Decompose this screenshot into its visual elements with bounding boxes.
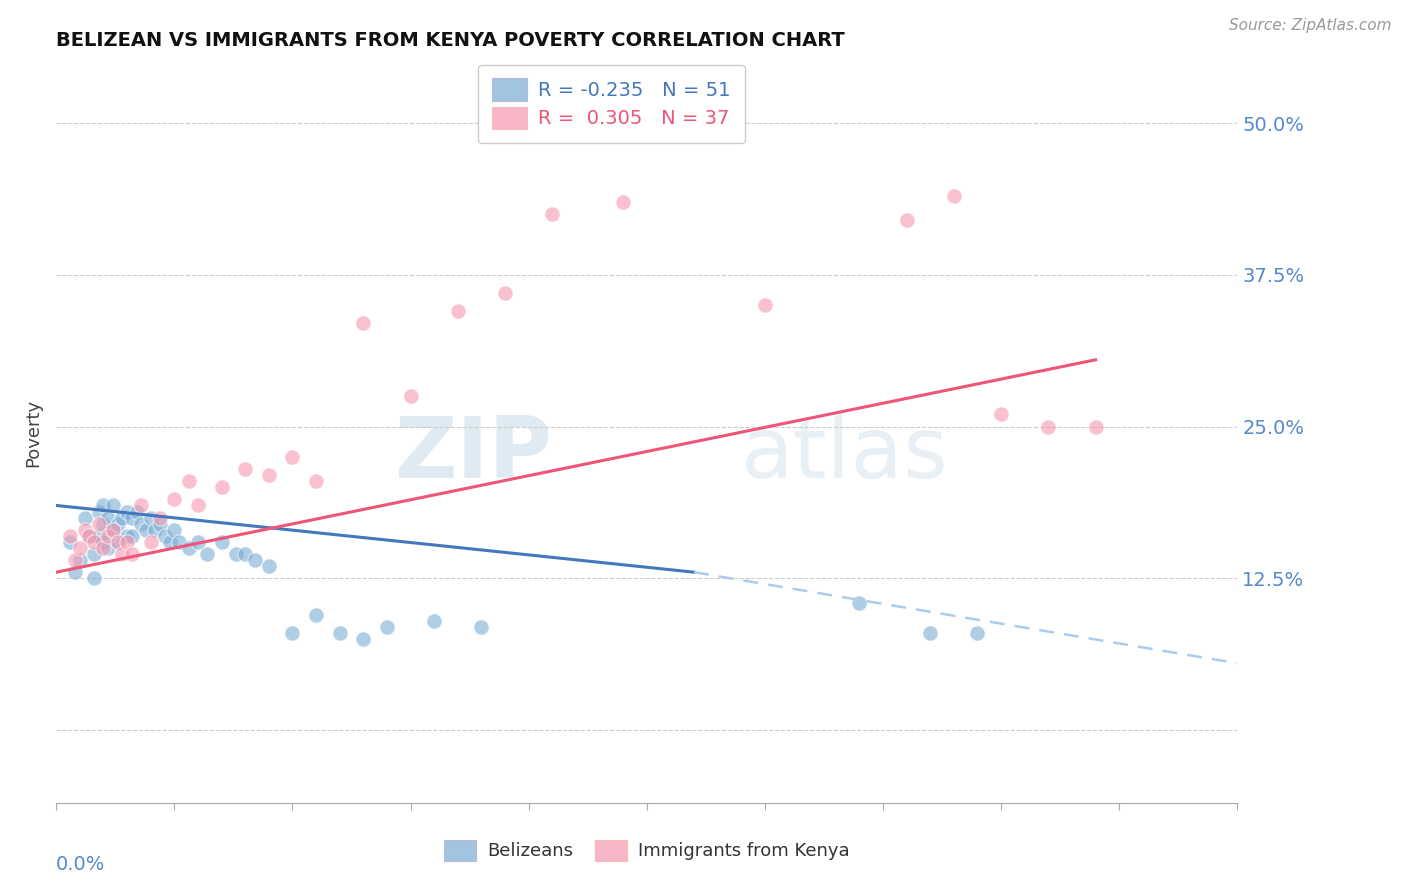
Point xyxy=(612,194,634,209)
Point xyxy=(896,213,918,227)
Point xyxy=(83,571,105,585)
Point xyxy=(848,595,870,609)
Point xyxy=(115,504,138,518)
Point xyxy=(243,553,266,567)
Point xyxy=(107,534,129,549)
Point xyxy=(211,534,233,549)
Point xyxy=(1038,419,1060,434)
Point xyxy=(447,304,470,318)
Point xyxy=(129,516,152,531)
Point xyxy=(754,298,776,312)
Point xyxy=(125,504,148,518)
Point xyxy=(305,474,328,488)
Point xyxy=(281,626,304,640)
Point xyxy=(920,626,942,640)
Point xyxy=(101,523,124,537)
Point xyxy=(149,510,172,524)
Point xyxy=(305,607,328,622)
Point xyxy=(233,462,256,476)
Point xyxy=(115,529,138,543)
Point xyxy=(225,547,247,561)
Point xyxy=(177,541,200,555)
Y-axis label: Poverty: Poverty xyxy=(24,399,42,467)
Point xyxy=(281,450,304,464)
Point xyxy=(79,529,101,543)
Point xyxy=(329,626,352,640)
Point xyxy=(423,614,446,628)
Point xyxy=(69,541,91,555)
Point xyxy=(59,534,82,549)
Text: atlas: atlas xyxy=(741,413,949,496)
Text: 0.0%: 0.0% xyxy=(56,855,105,873)
Point xyxy=(145,523,167,537)
Point xyxy=(257,468,280,483)
Point xyxy=(163,523,186,537)
Point xyxy=(121,510,143,524)
Point xyxy=(139,510,162,524)
Text: ZIP: ZIP xyxy=(395,413,553,496)
Point xyxy=(159,534,181,549)
Point xyxy=(83,534,105,549)
Point xyxy=(63,565,86,579)
Point xyxy=(129,499,152,513)
Point xyxy=(942,189,965,203)
Point xyxy=(93,534,115,549)
Point xyxy=(111,547,134,561)
Point xyxy=(149,516,172,531)
Text: Source: ZipAtlas.com: Source: ZipAtlas.com xyxy=(1229,18,1392,33)
Point xyxy=(187,499,209,513)
Point xyxy=(73,510,96,524)
Point xyxy=(87,504,110,518)
Point xyxy=(83,547,105,561)
Point xyxy=(87,516,110,531)
Point xyxy=(111,510,134,524)
Point xyxy=(97,510,120,524)
Point xyxy=(470,620,492,634)
Point xyxy=(494,286,516,301)
Point xyxy=(107,516,129,531)
Point xyxy=(87,529,110,543)
Point xyxy=(139,534,162,549)
Point xyxy=(541,207,564,221)
Point xyxy=(257,559,280,574)
Point xyxy=(352,317,374,331)
Legend: Belizeans, Immigrants from Kenya: Belizeans, Immigrants from Kenya xyxy=(436,832,858,868)
Point xyxy=(211,480,233,494)
Point xyxy=(93,516,115,531)
Point xyxy=(177,474,200,488)
Point xyxy=(59,529,82,543)
Point xyxy=(375,620,398,634)
Point xyxy=(93,541,115,555)
Point xyxy=(101,499,124,513)
Point xyxy=(153,529,176,543)
Point xyxy=(163,492,186,507)
Point xyxy=(233,547,256,561)
Point xyxy=(101,523,124,537)
Point xyxy=(990,408,1012,422)
Point xyxy=(167,534,190,549)
Point xyxy=(69,553,91,567)
Point xyxy=(79,529,101,543)
Point xyxy=(187,534,209,549)
Point xyxy=(121,529,143,543)
Point xyxy=(63,553,86,567)
Text: BELIZEAN VS IMMIGRANTS FROM KENYA POVERTY CORRELATION CHART: BELIZEAN VS IMMIGRANTS FROM KENYA POVERT… xyxy=(56,30,845,50)
Point xyxy=(135,523,157,537)
Point xyxy=(97,541,120,555)
Point xyxy=(352,632,374,646)
Point xyxy=(115,534,138,549)
Point xyxy=(399,389,422,403)
Point xyxy=(1084,419,1107,434)
Point xyxy=(197,547,219,561)
Point xyxy=(93,499,115,513)
Point xyxy=(107,534,129,549)
Point xyxy=(73,523,96,537)
Point xyxy=(966,626,988,640)
Point xyxy=(121,547,143,561)
Point xyxy=(97,529,120,543)
